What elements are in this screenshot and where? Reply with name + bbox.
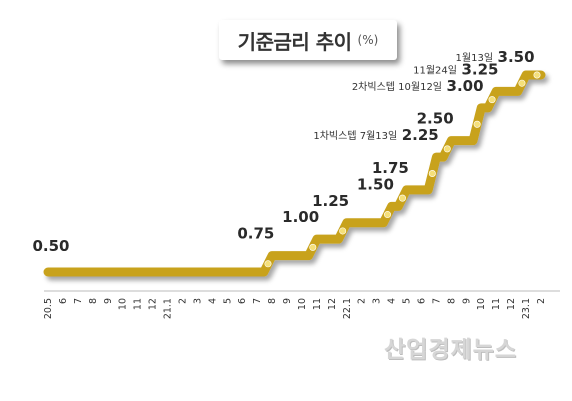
rate-line-group <box>43 70 546 277</box>
x-tick-label: 8 <box>446 298 457 304</box>
x-tick-label: 9 <box>103 298 114 304</box>
rate-change-marker <box>473 120 481 128</box>
watermark-logo: 산업경제뉴스 <box>384 337 517 363</box>
x-tick-label: 7 <box>252 298 263 304</box>
value-label: 1.25 <box>312 192 349 210</box>
annotation-label: 1차빅스텝 7월13일 <box>313 130 397 142</box>
x-tick-label: 20.5 <box>43 298 54 319</box>
rate-change-marker <box>443 145 451 153</box>
annotation-label: 11월24일 <box>413 64 457 76</box>
rate-change-marker <box>339 227 347 235</box>
rate-change-marker <box>533 71 541 79</box>
x-tick-label: 8 <box>88 298 99 304</box>
x-tick-label: 10 <box>476 298 487 310</box>
x-tick-label: 3 <box>372 298 383 304</box>
chart-title: 기준금리 추이 <box>237 29 352 54</box>
x-tick-label: 2 <box>177 298 188 304</box>
x-tick-label: 22.1 <box>342 298 353 319</box>
rate-series-line <box>43 70 546 277</box>
value-label: 2.25 <box>402 126 439 144</box>
rate-change-marker <box>383 211 391 219</box>
x-tick-label: 12 <box>148 298 159 310</box>
x-tick-label: 12 <box>506 298 517 310</box>
value-label: 3.50 <box>498 48 535 66</box>
x-tick-label: 6 <box>416 298 427 304</box>
value-labels-group: 0.50 0.75 1.001.25 1.501.75 2.25 1차빅스텝 7월13일 2… <box>32 48 534 255</box>
rate-change-marker <box>428 170 436 178</box>
rate-change-marker <box>518 79 526 87</box>
value-label: 0.75 <box>237 225 274 243</box>
x-tick-label: 2 <box>536 298 547 304</box>
value-label: 1.50 <box>357 175 394 193</box>
chart-unit: (%) <box>357 33 379 47</box>
x-tick-label: 23.1 <box>521 298 532 319</box>
annotation-label: 2차빅스텝 10월12일 <box>352 81 442 93</box>
x-tick-label: 4 <box>387 298 398 304</box>
rate-change-marker <box>488 96 496 104</box>
x-tick-label: 4 <box>207 298 218 304</box>
x-tick-label: 6 <box>237 298 248 304</box>
markers-group <box>264 71 541 268</box>
x-tick-label: 21.1 <box>163 298 174 319</box>
x-tick-label: 7 <box>73 298 84 304</box>
x-tick-label: 7 <box>431 298 442 304</box>
annotation-label: 1월13일 <box>456 52 494 64</box>
x-tick-label: 2 <box>357 298 368 304</box>
x-tick-label: 9 <box>282 298 293 304</box>
chart-title-box: 기준금리 추이 (%) <box>219 20 397 60</box>
rate-change-marker <box>398 194 406 202</box>
x-tick-label: 8 <box>267 298 278 304</box>
x-tick-label: 6 <box>58 298 69 304</box>
x-tick-label: 10 <box>118 298 129 310</box>
x-tick-label: 9 <box>461 298 472 304</box>
x-tick-label: 5 <box>402 298 413 304</box>
x-tick-label: 11 <box>491 298 502 310</box>
value-label: 2.50 <box>417 110 454 128</box>
x-tick-labels-group: 20.5 6 7 8 9 10 11 12 21.1 2 3 4 5 6 7 8 9 10 11 12 22.1 2 3 4 5… <box>43 298 547 319</box>
x-tick-label: 12 <box>327 298 338 310</box>
rate-change-marker <box>309 243 317 251</box>
value-label: 0.50 <box>32 237 69 255</box>
x-tick-label: 11 <box>312 298 323 310</box>
x-tick-label: 11 <box>133 298 144 310</box>
x-tick-label: 5 <box>222 298 233 304</box>
x-tick-label: 10 <box>297 298 308 310</box>
rate-change-marker <box>264 260 272 268</box>
value-label: 3.25 <box>461 60 498 78</box>
value-label: 3.00 <box>447 77 484 95</box>
x-tick-label: 3 <box>192 298 203 304</box>
value-label: 1.75 <box>372 159 409 177</box>
value-label: 1.00 <box>282 208 319 226</box>
